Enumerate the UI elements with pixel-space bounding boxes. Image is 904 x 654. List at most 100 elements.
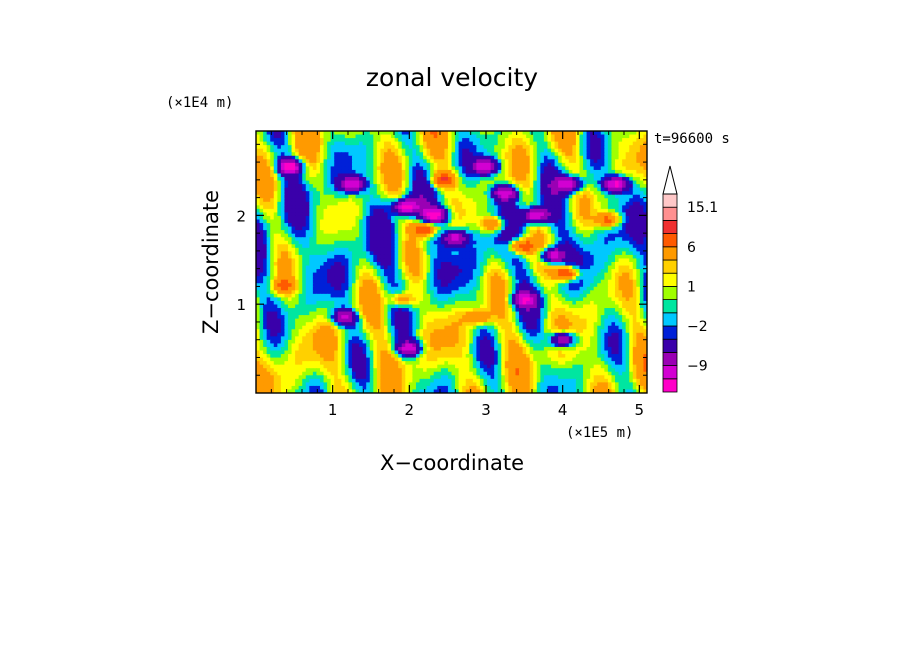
field-cell (437, 254, 442, 260)
field-cell (348, 265, 353, 270)
field-cell (455, 205, 460, 210)
field-cell (433, 162, 438, 167)
field-cell (639, 166, 645, 171)
field-cell (305, 265, 310, 270)
field-cell (330, 258, 335, 263)
field-cell (298, 283, 303, 288)
field-cell (355, 141, 360, 146)
field-cell (391, 155, 396, 160)
field-cell (337, 184, 342, 189)
field-cell (334, 219, 339, 224)
field-cell (519, 215, 524, 221)
field-cell (639, 134, 645, 139)
field-cell (419, 201, 424, 206)
field-cell (351, 254, 357, 260)
field-cell (579, 223, 584, 228)
field-cell (472, 187, 477, 192)
field-cell (401, 237, 406, 242)
field-cell (522, 180, 527, 185)
field-cell (575, 279, 581, 284)
field-cell (543, 251, 549, 256)
field-cell (305, 177, 310, 182)
field-cell (540, 138, 545, 143)
field-cell (376, 226, 381, 231)
field-cell (515, 240, 520, 245)
field-cell (415, 134, 421, 139)
field-cell (586, 223, 591, 228)
field-cell (287, 184, 293, 189)
field-cell (398, 166, 403, 171)
field-cell (291, 240, 296, 245)
field-cell (607, 233, 613, 238)
field-cell (412, 173, 417, 178)
field-cell (280, 251, 286, 256)
field-cell (508, 237, 513, 242)
field-cell (337, 177, 342, 182)
field-cell (394, 131, 399, 136)
field-cell (351, 251, 357, 256)
field-cell (430, 131, 435, 136)
field-cell (277, 159, 282, 164)
field-cell (490, 187, 495, 192)
field-cell (515, 251, 520, 256)
field-cell (405, 283, 410, 288)
field-cell (309, 173, 314, 178)
field-cell (437, 138, 442, 143)
field-cell (483, 272, 488, 277)
field-cell (586, 219, 591, 224)
field-cell (309, 247, 314, 252)
field-cell (351, 258, 357, 263)
field-cell (618, 237, 623, 242)
field-cell (277, 276, 282, 281)
field-cell (344, 201, 350, 206)
field-cell (615, 159, 620, 164)
field-cell (387, 286, 392, 291)
field-cell (590, 265, 595, 270)
field-cell (476, 286, 481, 291)
field-cell (295, 244, 300, 249)
field-cell (622, 262, 627, 267)
field-cell (440, 240, 445, 245)
field-cell (423, 283, 428, 288)
field-cell (551, 233, 556, 238)
field-cell (348, 272, 353, 277)
field-cell (440, 286, 445, 291)
field-cell (615, 184, 620, 189)
field-cell (263, 219, 268, 224)
field-cell (312, 184, 318, 189)
field-cell (547, 276, 552, 281)
field-cell (590, 219, 595, 224)
field-cell (387, 262, 392, 267)
field-cell (305, 240, 310, 245)
field-cell (280, 240, 286, 245)
field-cell (423, 138, 428, 143)
field-cell (430, 155, 435, 160)
field-cell (465, 180, 470, 185)
field-cell (419, 230, 424, 235)
field-cell (487, 134, 492, 139)
field-cell (611, 244, 616, 249)
field-cell (256, 166, 261, 171)
field-cell (483, 247, 488, 252)
field-cell (380, 215, 385, 221)
field-cell (604, 134, 609, 139)
field-cell (632, 272, 637, 277)
field-cell (558, 177, 563, 182)
field-cell (366, 244, 371, 249)
field-cell (259, 184, 264, 189)
field-cell (632, 180, 637, 185)
field-cell (625, 262, 630, 267)
field-cell (618, 184, 623, 189)
field-cell (561, 276, 566, 281)
field-cell (277, 233, 282, 238)
field-cell (426, 152, 431, 157)
field-cell (337, 265, 342, 270)
field-cell (319, 279, 325, 284)
field-cell (636, 215, 641, 221)
field-cell (337, 134, 342, 139)
field-cell (408, 279, 413, 284)
field-cell (373, 215, 378, 221)
field-cell (437, 205, 442, 210)
field-cell (376, 198, 381, 203)
field-cell (451, 180, 456, 185)
